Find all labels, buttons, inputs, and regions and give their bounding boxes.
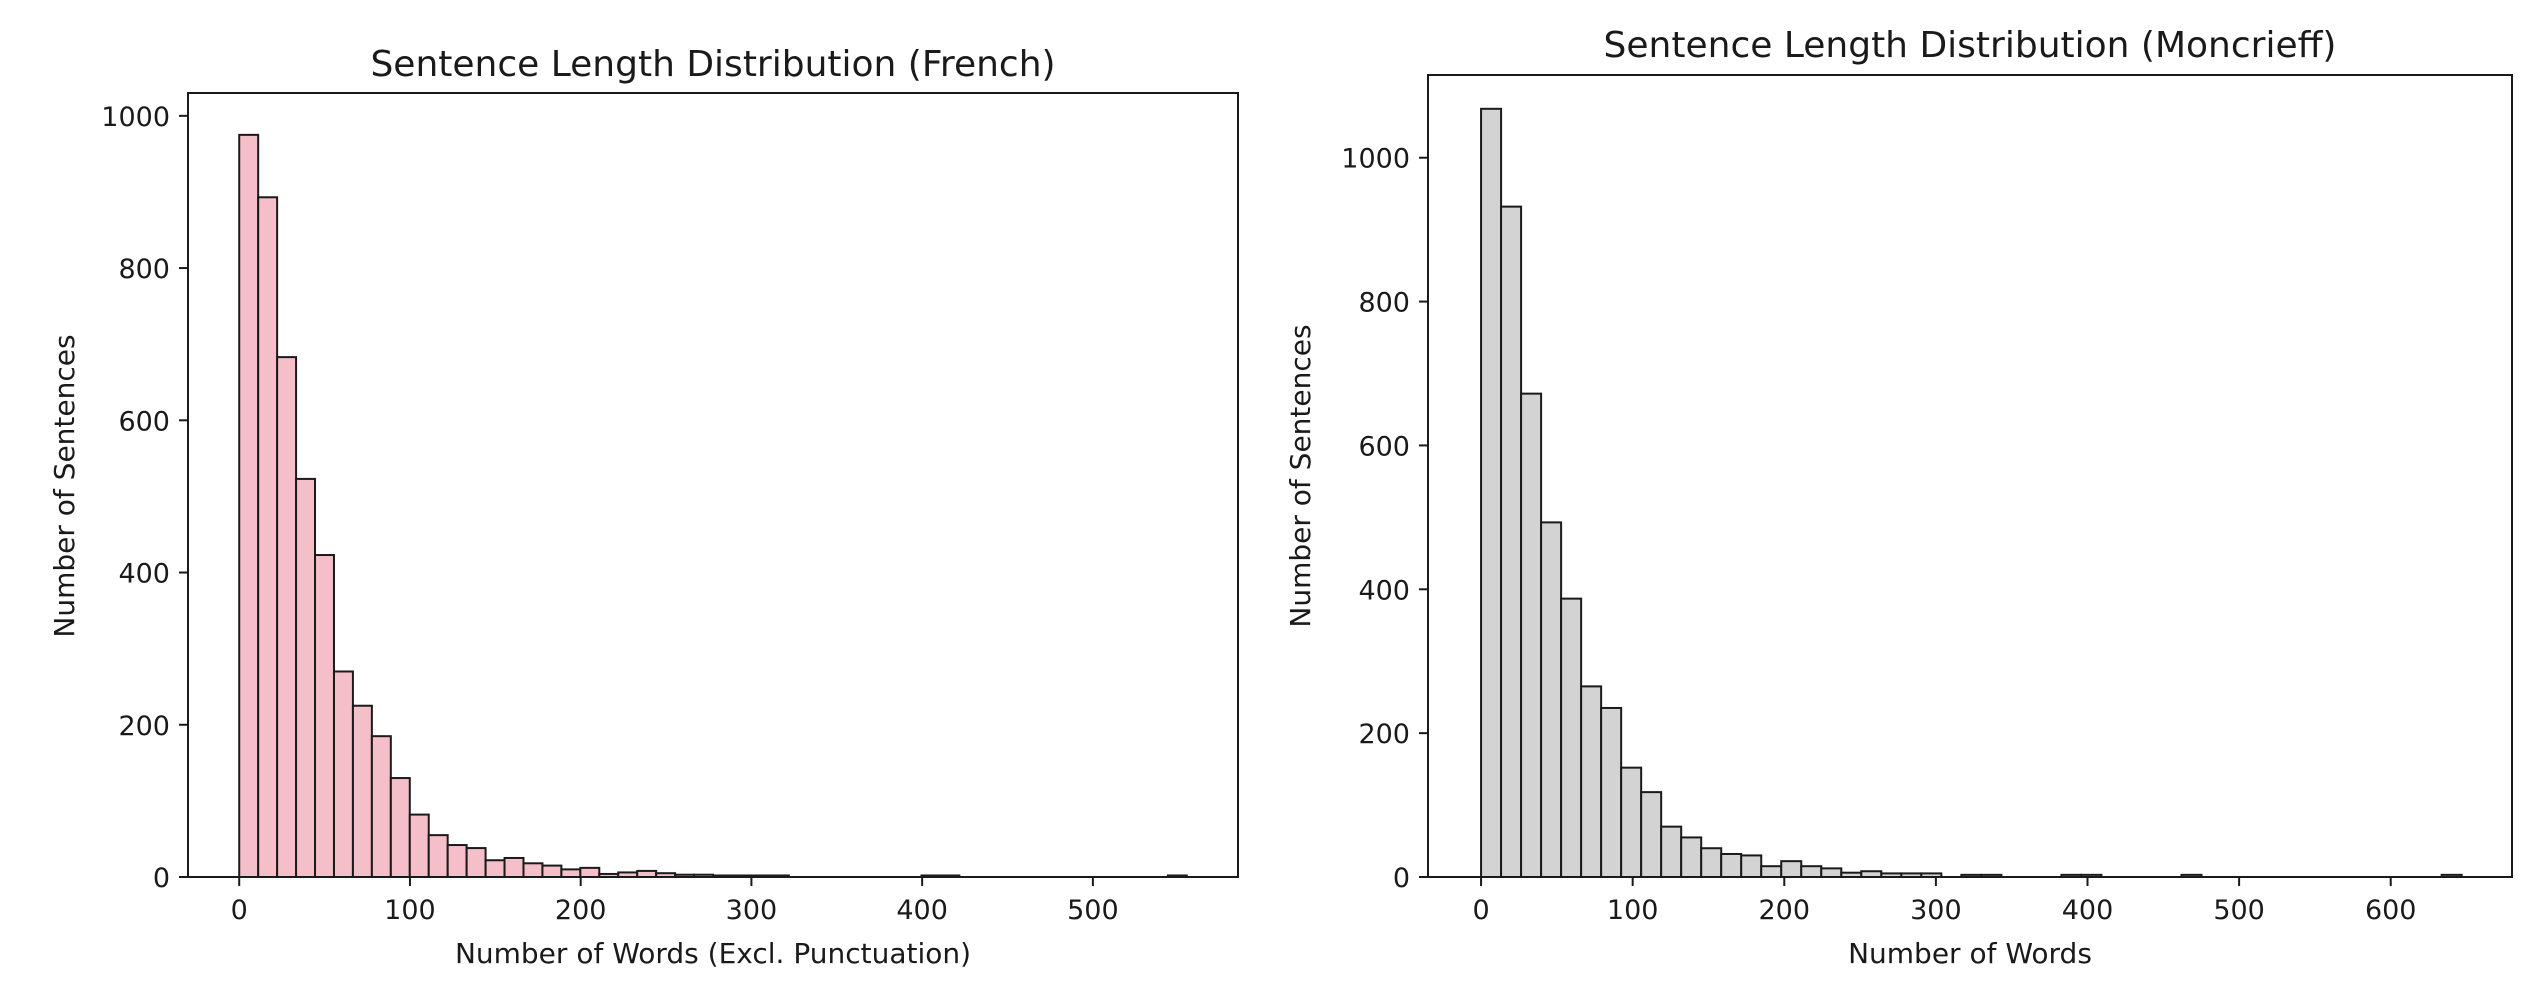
histogram-bar bbox=[541, 864, 563, 878]
histogram-bar bbox=[1780, 860, 1803, 878]
y-tick-label: 200 bbox=[118, 711, 170, 742]
plot-frame bbox=[187, 92, 1239, 878]
x-axis-label: Number of Words (Excl. Punctuation) bbox=[455, 937, 971, 970]
histogram-bar bbox=[579, 866, 601, 879]
y-axis-label: Number of Sentences bbox=[1284, 324, 1317, 627]
histogram-bar bbox=[1760, 865, 1783, 878]
y-tick-label: 600 bbox=[1358, 431, 1410, 462]
y-tick-label: 0 bbox=[153, 863, 170, 894]
y-axis-label: Number of Sentences bbox=[48, 334, 81, 637]
histogram-bar bbox=[1820, 867, 1843, 878]
histogram-bar bbox=[1800, 865, 1823, 878]
x-tick-label: 500 bbox=[2213, 895, 2265, 926]
x-tick-label: 100 bbox=[384, 895, 436, 926]
histogram-bar bbox=[1600, 706, 1623, 879]
histogram-bar bbox=[1480, 107, 1503, 878]
histogram-bar bbox=[522, 862, 544, 878]
x-tick-label: 400 bbox=[2062, 895, 2114, 926]
histogram-bar bbox=[351, 704, 373, 878]
y-tick-label: 600 bbox=[118, 406, 170, 437]
histogram-bar bbox=[332, 670, 354, 878]
x-tick-label: 200 bbox=[1759, 895, 1811, 926]
histogram-bar bbox=[238, 133, 260, 878]
ticks-group: 0 100 200 300 400 500 600 0 200 400 600 800 1000 bbox=[1341, 144, 2416, 926]
x-tick-label: 500 bbox=[1067, 895, 1119, 926]
y-tick-label: 1000 bbox=[1341, 144, 1410, 175]
histogram-bar bbox=[1660, 825, 1683, 878]
chart-title: Sentence Length Distribution (Moncrieff) bbox=[1604, 25, 2337, 66]
histogram-bar bbox=[1680, 836, 1703, 878]
histogram-bar bbox=[370, 735, 392, 878]
chart-title: Sentence Length Distribution (French) bbox=[370, 44, 1055, 85]
histogram-bar bbox=[1640, 791, 1663, 878]
histogram-bar bbox=[1620, 766, 1643, 879]
histogram-bar bbox=[1720, 852, 1743, 879]
histogram-bar bbox=[446, 844, 468, 878]
y-tick-label: 400 bbox=[1358, 575, 1410, 606]
y-tick-label: 400 bbox=[118, 559, 170, 590]
y-tick-label: 0 bbox=[1393, 863, 1410, 894]
y-tick-label: 1000 bbox=[101, 102, 170, 133]
x-tick-label: 300 bbox=[1910, 895, 1962, 926]
histogram-panel-moncrieff: Sentence Length Distribution (Moncrieff)… bbox=[1284, 25, 2513, 970]
x-tick-label: 400 bbox=[896, 895, 948, 926]
x-tick-label: 600 bbox=[2365, 895, 2417, 926]
x-tick-label: 0 bbox=[231, 895, 248, 926]
histogram-bar bbox=[465, 847, 487, 879]
plot-frame bbox=[1427, 74, 2513, 878]
y-tick-label: 800 bbox=[1358, 288, 1410, 319]
x-axis-label: Number of Words bbox=[1848, 937, 2092, 970]
x-tick-label: 200 bbox=[555, 895, 607, 926]
histogram-bar bbox=[1740, 854, 1763, 878]
histogram-bar bbox=[389, 777, 411, 878]
bars-group bbox=[238, 133, 1188, 879]
histogram-bar bbox=[1560, 597, 1583, 879]
histogram-bar bbox=[427, 834, 449, 879]
bars-group bbox=[1480, 107, 2463, 879]
histogram-bar bbox=[503, 856, 525, 879]
y-tick-label: 800 bbox=[118, 254, 170, 285]
histogram-bar bbox=[1580, 685, 1603, 878]
histogram-panel-french: Sentence Length Distribution (French) Nu… bbox=[48, 44, 1239, 970]
histogram-bar bbox=[1540, 521, 1563, 879]
x-tick-label: 300 bbox=[726, 895, 778, 926]
ticks-group: 0 100 200 300 400 500 0 200 400 600 800 1000 bbox=[101, 102, 1118, 926]
y-tick-label: 200 bbox=[1358, 719, 1410, 750]
histogram-bar bbox=[1520, 392, 1543, 878]
histogram-bar bbox=[276, 356, 298, 878]
histogram-bar bbox=[484, 859, 506, 879]
x-tick-label: 0 bbox=[1472, 895, 1489, 926]
histogram-bar bbox=[1500, 205, 1523, 878]
histogram-bar bbox=[257, 196, 279, 879]
x-tick-label: 100 bbox=[1607, 895, 1659, 926]
histogram-bar bbox=[1700, 847, 1723, 878]
histogram-bar bbox=[560, 868, 582, 879]
histogram-bar bbox=[314, 554, 335, 878]
histogram-bar bbox=[408, 813, 430, 879]
histogram-bar bbox=[295, 477, 317, 878]
